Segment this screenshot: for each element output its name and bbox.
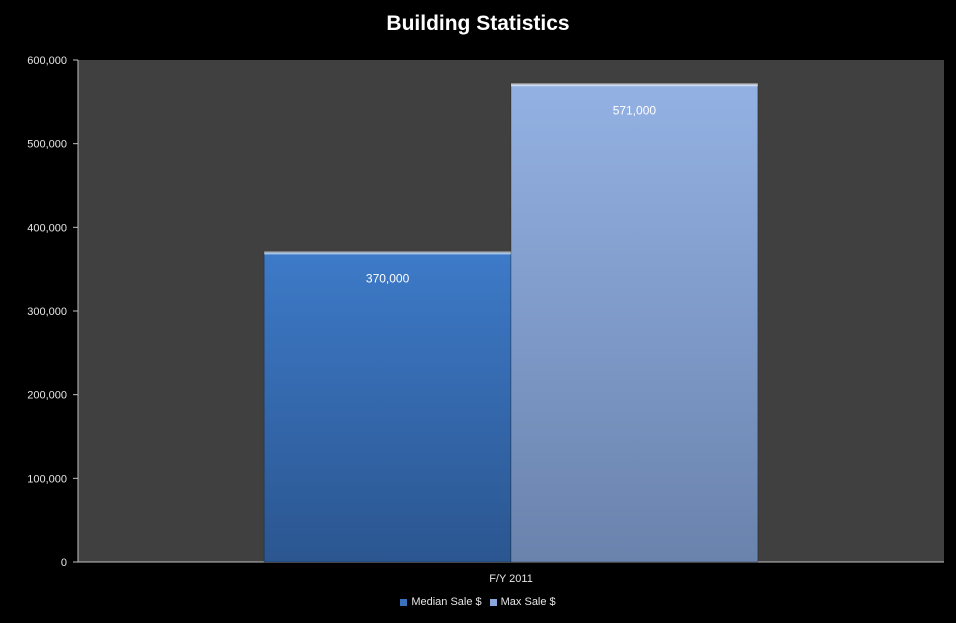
bars: 370,000 571,000 xyxy=(263,83,759,563)
legend-label: Median Sale $ xyxy=(411,596,482,608)
y-tick-label: 600,000 xyxy=(27,55,67,67)
bar xyxy=(263,251,512,563)
y-tick-label: 100,000 xyxy=(27,473,67,485)
legend-swatch xyxy=(400,598,408,606)
bar-top-highlight xyxy=(264,251,511,255)
legend-label: Max Sale $ xyxy=(500,596,556,608)
chart-title: Building Statistics xyxy=(386,12,570,35)
bar xyxy=(510,83,759,563)
y-tick-label: 300,000 xyxy=(27,306,67,318)
data-label: 571,000 xyxy=(613,103,657,117)
y-tick-label: 0 xyxy=(61,557,67,569)
legend: Median Sale $ Max Sale $ xyxy=(0,596,956,609)
x-axis: F/Y 2011 xyxy=(78,561,944,585)
y-tick-label: 400,000 xyxy=(27,222,67,234)
legend-swatch xyxy=(489,598,497,606)
bar-top-highlight xyxy=(511,83,758,87)
y-tick-label: 500,000 xyxy=(27,139,67,151)
x-tick-label: F/Y 2011 xyxy=(489,573,533,585)
legend-item: Median Sale $ xyxy=(400,596,482,608)
data-label: 370,000 xyxy=(366,271,410,285)
y-tick-label: 200,000 xyxy=(27,390,67,402)
legend-item: Max Sale $ xyxy=(489,596,556,608)
y-axis: 0 100,000 200,000 300,000 400,000 500,000 600,… xyxy=(27,55,79,569)
